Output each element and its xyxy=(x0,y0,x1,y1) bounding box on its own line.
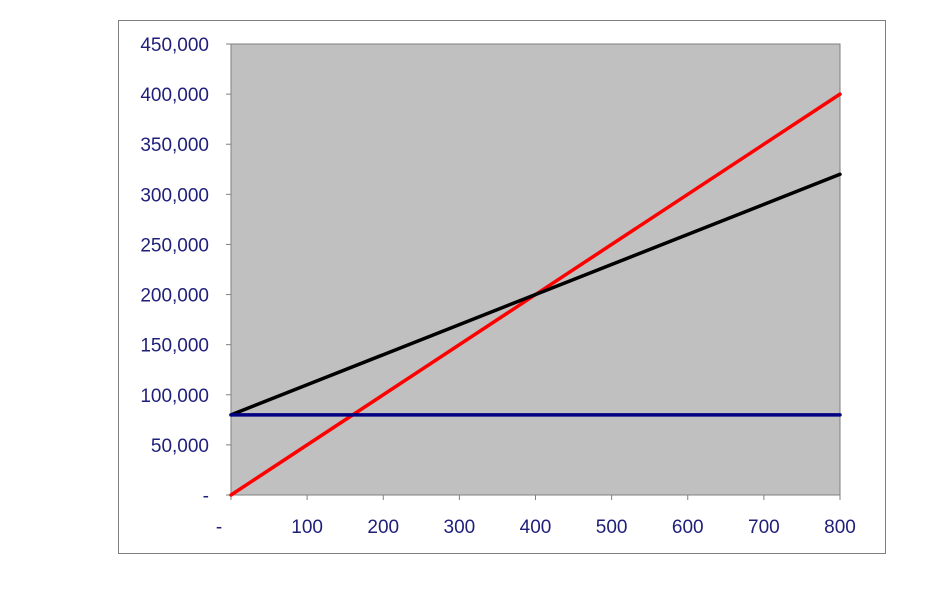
y-tick-label: 100,000 xyxy=(140,386,209,407)
x-axis: - 100 200 300 400 500 600 700 800 xyxy=(216,494,856,538)
x-tick-label: 300 xyxy=(444,517,476,538)
series-layer xyxy=(229,92,842,497)
y-tick-label: 200,000 xyxy=(140,286,209,307)
x-tick-label: 100 xyxy=(291,517,323,538)
plot-area xyxy=(230,43,841,496)
x-tick-label: - xyxy=(216,517,222,538)
y-tick-label: 300,000 xyxy=(140,185,209,206)
y-tick-label: 350,000 xyxy=(140,135,209,156)
series-line-2 xyxy=(229,172,842,417)
y-axis: - 50,000 100,000 150,000 200,000 250,000 300,0… xyxy=(140,35,232,507)
y-tick-label: 50,000 xyxy=(151,436,209,457)
x-tick-label: 200 xyxy=(367,517,399,538)
x-tick-label: 600 xyxy=(672,517,704,538)
y-tick-label: 400,000 xyxy=(140,85,209,106)
y-tick-label: 150,000 xyxy=(140,336,209,357)
x-tick-label: 500 xyxy=(596,517,628,538)
y-tick-label: - xyxy=(203,486,209,507)
x-tick-label: 800 xyxy=(824,517,856,538)
y-tick-label: 450,000 xyxy=(140,35,209,56)
x-tick-label: 400 xyxy=(520,517,552,538)
y-tick-label: 250,000 xyxy=(140,235,209,256)
x-tick-label: 700 xyxy=(748,517,780,538)
